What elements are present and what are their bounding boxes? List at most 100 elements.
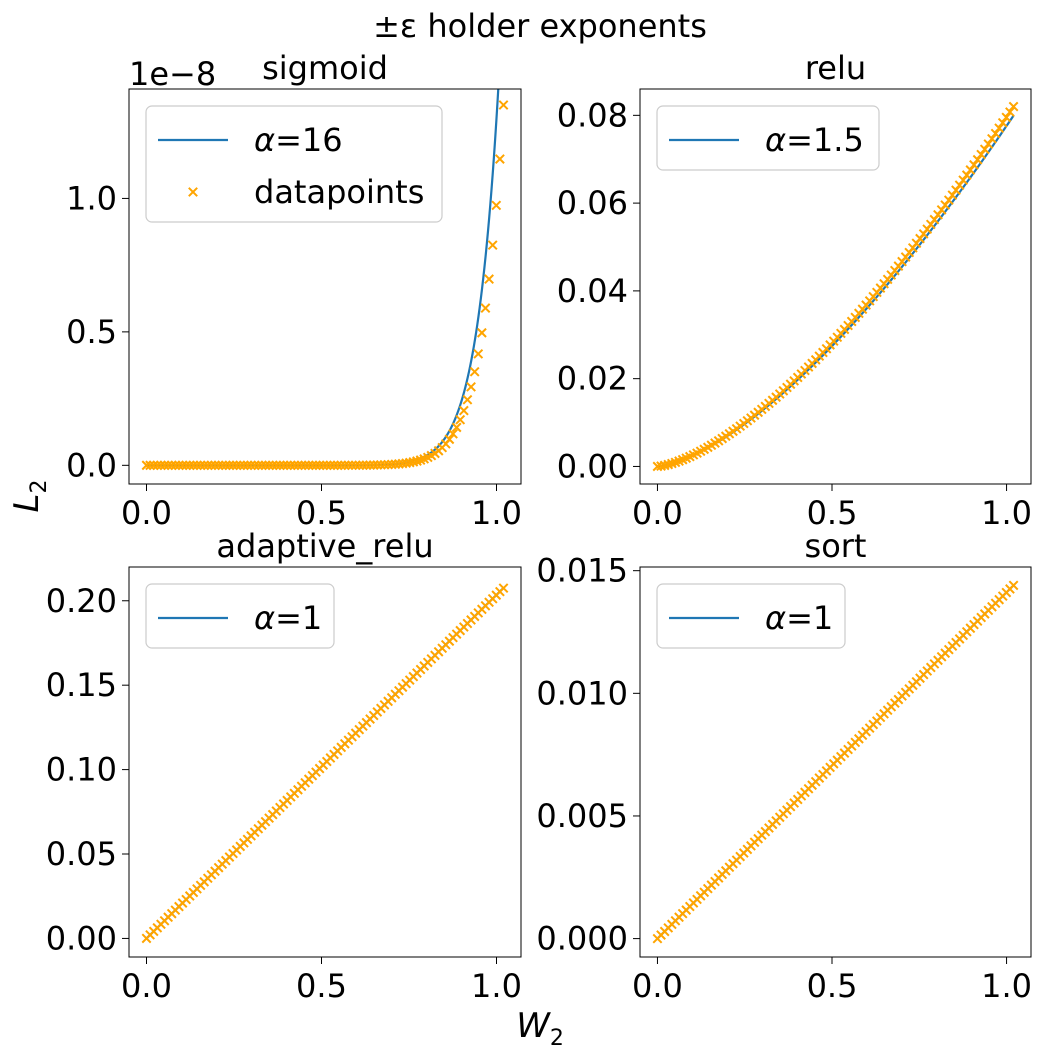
datapoint: [224, 460, 235, 471]
datapoint: [343, 460, 354, 471]
fit-line: [146, 89, 500, 467]
datapoint: [195, 460, 206, 471]
datapoint: [192, 460, 202, 471]
datapoint: [476, 327, 487, 338]
panel-title: adaptive_relu: [216, 527, 433, 565]
datapoint: [365, 460, 375, 471]
plot-area: [141, 89, 509, 471]
datapoint: [983, 139, 994, 149]
datapoint: [350, 460, 361, 471]
datapoint: [174, 460, 184, 471]
legend-label: α=1: [254, 599, 322, 637]
datapoint: [282, 460, 293, 471]
datapoint: [361, 460, 372, 471]
legend: α=1: [656, 583, 846, 649]
y-tick-label: 0.06: [557, 184, 628, 222]
datapoint: [339, 460, 350, 471]
datapoint: [217, 460, 228, 471]
datapoint: [256, 460, 267, 471]
datapoint: [253, 460, 264, 471]
datapoint: [166, 460, 177, 471]
legend: α=1: [145, 583, 335, 649]
x-tick-label: 0.0: [121, 967, 172, 1005]
datapoint: [469, 366, 480, 377]
legend-label: datapoints: [254, 173, 424, 211]
datapoint: [314, 460, 325, 471]
datapoint: [235, 460, 246, 471]
datapoint: [163, 460, 174, 471]
datapoint: [325, 460, 336, 471]
datapoint: [289, 460, 300, 471]
y-tick-label: 0.08: [557, 96, 628, 134]
datapoint: [462, 394, 473, 405]
datapoint: [1001, 112, 1012, 123]
x-tick-label: 0.0: [632, 494, 683, 532]
datapoint: [202, 460, 213, 471]
legend-box: [656, 583, 846, 649]
datapoint: [357, 460, 368, 471]
datapoint: [220, 460, 231, 471]
datapoint: [976, 149, 987, 160]
datapoint: [238, 460, 249, 471]
datapoint: [231, 460, 242, 471]
axes-frame: [639, 88, 1032, 485]
datapoint: [267, 460, 278, 471]
axes-frame: [639, 566, 1032, 958]
y-tick-label: 0.15: [46, 666, 117, 704]
panel-adaptive_relu: adaptive_relu 0.0 0.5 1.0 0.00 0.05 0.10 0.15 0.…: [46, 527, 522, 1005]
legend-label: α=16: [254, 121, 343, 159]
x-tick-label: 0.5: [807, 967, 858, 1005]
y-tick-label: 0.05: [46, 835, 117, 873]
datapoint: [979, 144, 990, 155]
datapoint: [1008, 580, 1019, 591]
x-tick-label: 1.0: [981, 967, 1032, 1005]
datapoint: [480, 303, 491, 313]
datapoint: [954, 180, 965, 191]
datapoint: [228, 460, 238, 471]
legend-box: [145, 583, 335, 649]
datapoint: [994, 123, 1005, 134]
y-tick-label: 0.005: [536, 797, 628, 835]
y-tick-label: 1.0: [66, 179, 117, 217]
datapoint: [451, 422, 462, 433]
y-tick-label: 0.000: [536, 920, 628, 958]
offset-text: 1e−8: [129, 55, 216, 93]
x-tick-label: 0.0: [121, 494, 172, 532]
datapoint: [246, 460, 256, 471]
panel-title: relu: [805, 49, 866, 87]
legend-box: [656, 105, 880, 171]
x-tick-label: 0.5: [807, 494, 858, 532]
x-axis-label: W2: [516, 1006, 564, 1051]
datapoint: [159, 460, 170, 471]
datapoint: [444, 434, 455, 445]
datapoint: [242, 460, 253, 471]
datapoint: [458, 405, 469, 416]
datapoint: [271, 460, 282, 471]
datapoint: [1005, 107, 1015, 117]
x-tick-label: 0.0: [632, 967, 683, 1005]
panel-relu: relu 0.0 0.5 1.0 0.00 0.02 0.04 0.06 0.08 α=1.5: [557, 49, 1032, 532]
datapoint: [307, 460, 318, 471]
datapoint: [311, 460, 321, 471]
datapoint: [990, 128, 1001, 139]
x-tick-label: 1.0: [471, 494, 522, 532]
datapoint: [321, 460, 332, 471]
datapoint: [466, 381, 476, 392]
datapoint: [177, 460, 188, 471]
datapoint: [278, 460, 289, 471]
datapoint: [184, 460, 195, 471]
legend-marker-swatch: [188, 187, 198, 197]
datapoint: [285, 460, 296, 471]
datapoint: [484, 274, 494, 284]
datapoint: [401, 458, 412, 469]
datapoint: [347, 460, 357, 471]
panel-sort: sort 0.0 0.5 1.0 0.000 0.005 0.010 0.015 α=1: [536, 527, 1032, 1005]
datapoint: [318, 460, 329, 471]
datapoint: [141, 460, 152, 471]
datapoint: [303, 460, 314, 471]
datapoint: [958, 175, 969, 186]
datapoint: [455, 414, 466, 425]
panel-sigmoid: sigmoid 1e−8 0.0 0.5 1.0 0.0 0.5 1.0 α=16 datapoi…: [66, 49, 522, 532]
y-tick-label: 0.20: [46, 582, 117, 620]
datapoint: [965, 165, 976, 175]
